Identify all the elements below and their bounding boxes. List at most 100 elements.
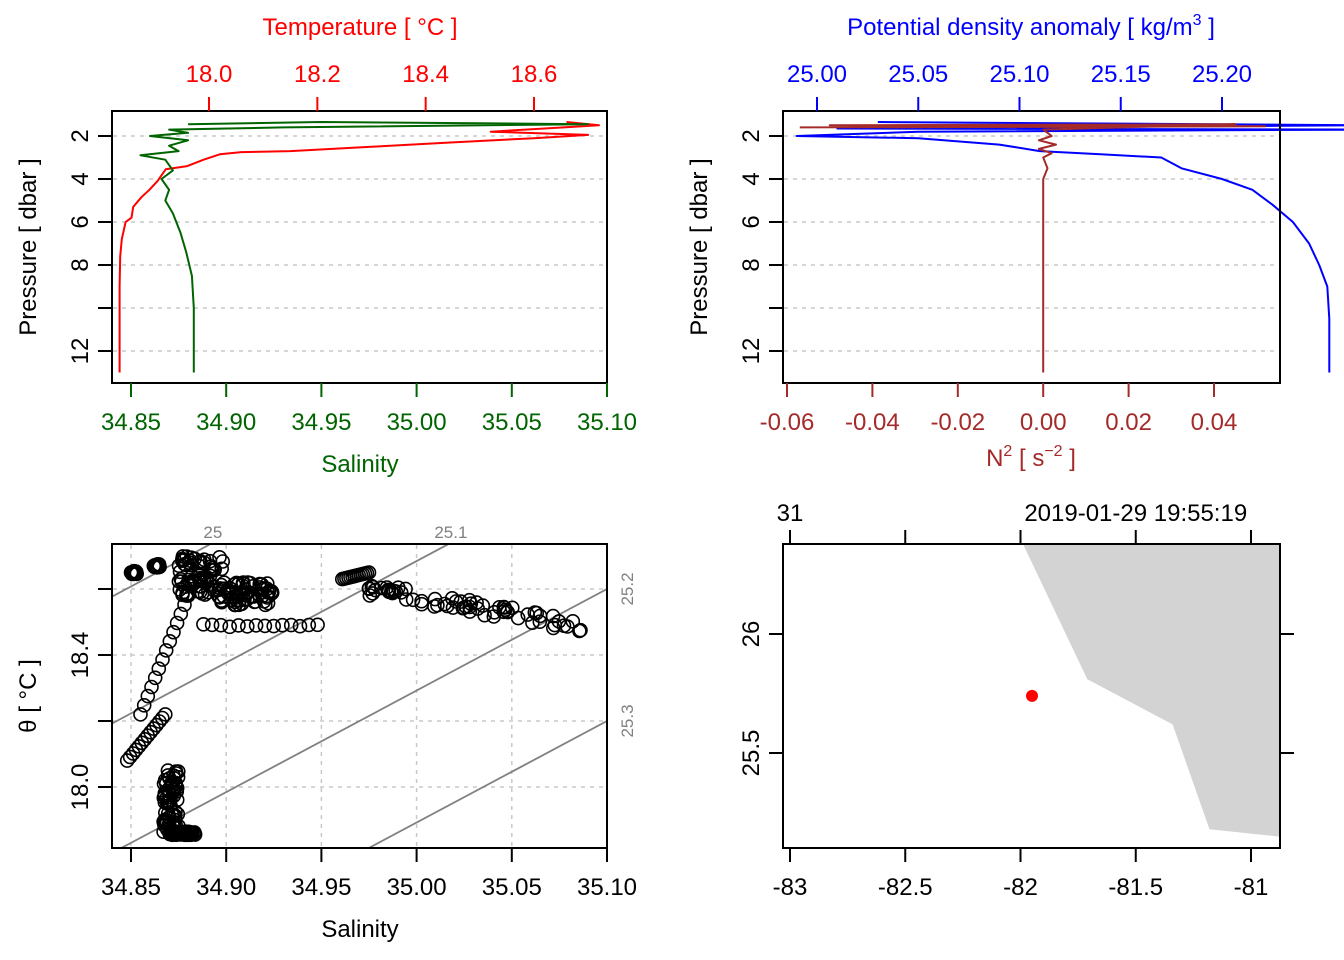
salinity-ticks: 34.85 34.90 34.95 35.00 35.05 35.10 — [101, 383, 637, 436]
ts-point — [455, 600, 471, 616]
tick-label: 18.4 — [402, 61, 449, 88]
plot-frame — [111, 543, 608, 849]
ts-point — [171, 764, 186, 779]
series-potential-density-anomaly-line — [795, 121, 1344, 373]
tick-label: 34.90 — [196, 409, 256, 436]
ts-point — [144, 679, 159, 695]
ts-point — [529, 605, 545, 621]
tick-label: -0.02 — [930, 409, 985, 436]
tick-label: 25.5 — [738, 730, 765, 777]
ts-point — [462, 604, 478, 619]
tick-label: 35.05 — [482, 409, 542, 436]
ts-point — [162, 633, 178, 649]
tick-label: 34.85 — [101, 409, 161, 436]
tick-label: 12 — [67, 338, 94, 365]
tick-label: -0.06 — [760, 409, 815, 436]
ts-point — [390, 580, 406, 596]
ts-point — [256, 580, 272, 596]
tick-label: 2 — [67, 129, 94, 142]
ts-point — [169, 615, 185, 631]
ts-point — [439, 598, 455, 614]
ts-point — [244, 589, 259, 604]
ts-point — [266, 618, 282, 634]
pressure-gridlines — [113, 135, 606, 352]
ts-point — [166, 624, 181, 640]
ts-point — [496, 604, 512, 620]
temperature-ticks: 18.0 18.2 18.4 18.6 — [186, 61, 557, 111]
ts-point — [212, 549, 227, 565]
ts-point — [414, 593, 429, 609]
ts-point — [362, 588, 378, 603]
ts-point — [159, 795, 175, 811]
ts-point — [573, 622, 588, 638]
ts-point — [152, 559, 167, 575]
ts-point — [504, 600, 520, 616]
ts-point — [260, 590, 275, 605]
ts-point — [169, 792, 185, 808]
ts-point — [259, 576, 275, 591]
ts-point — [430, 597, 445, 613]
ts-point — [177, 552, 192, 568]
tick-label: 18.0 — [67, 764, 94, 811]
tick-label: 25.20 — [1192, 61, 1252, 88]
tick-label: 34.90 — [196, 874, 256, 901]
ts-point — [158, 707, 173, 722]
ts-point — [525, 615, 540, 631]
panel-density-n2-profile: Potential density anomaly [ kg/m3 ] 25.0… — [686, 12, 1344, 472]
ts-point — [169, 824, 184, 840]
ts-point — [229, 575, 244, 591]
ts-point — [147, 670, 163, 686]
ts-point — [477, 607, 492, 623]
ts-point — [129, 566, 144, 582]
ts-point — [163, 792, 178, 807]
ts-point — [301, 617, 317, 633]
panel-temperature-salinity-profile: Temperature [ °C ] 18.0 18.2 18.4 18.6 34.8… — [15, 14, 637, 478]
ts-point — [212, 590, 227, 605]
ts-point — [283, 617, 299, 633]
density-ticks: 25.00 25.05 25.10 25.15 25.20 — [787, 61, 1252, 111]
isopycnal-label: 25.2 — [618, 572, 637, 605]
ts-point — [168, 775, 183, 791]
ts-point — [213, 617, 229, 633]
isopycnal-labels: 25 25.1 25.2 25.3 — [203, 523, 637, 738]
plot-frame — [111, 110, 608, 384]
tick-label: 34.85 — [101, 874, 161, 901]
ts-point — [204, 617, 220, 633]
ts-point — [252, 576, 268, 592]
ts-point — [222, 619, 237, 635]
ts-point — [565, 613, 581, 629]
ts-point — [166, 768, 181, 783]
ts-point — [240, 619, 255, 634]
tick-label: 35.10 — [577, 874, 637, 901]
tick-label: 0.00 — [1020, 409, 1067, 436]
ts-point — [444, 590, 460, 606]
longitude-ticks: -83 -82.5 -82 -81.5 -81 — [773, 848, 1268, 901]
ts-point — [162, 826, 178, 842]
tick-label: 25.15 — [1091, 61, 1151, 88]
tick-label: -82 — [1003, 874, 1038, 901]
profile-lines — [795, 121, 1344, 373]
ts-point — [381, 584, 397, 600]
station-marker[interactable] — [1026, 689, 1039, 702]
ts-point — [475, 598, 491, 613]
tick-label: 18.0 — [186, 61, 233, 88]
tick-label: 2 — [738, 129, 765, 142]
ts-point — [158, 643, 174, 658]
tick-label: 0.04 — [1191, 409, 1238, 436]
ts-point — [500, 604, 516, 620]
panel-station-map: 31 2019-01-29 19:55:19 -83 -82.5 -82 -81.5 -8… — [738, 500, 1294, 901]
ts-point — [180, 588, 196, 603]
ts-points — [119, 549, 588, 843]
ts-point — [223, 592, 239, 608]
theta-axis-title: θ [ °C ] — [15, 659, 42, 733]
ts-point — [187, 825, 202, 840]
tick-label: -0.04 — [845, 409, 900, 436]
tick-label: 2019-01-29 19:55:19 — [1024, 500, 1247, 527]
temperature-axis-title: Temperature [ °C ] — [263, 14, 458, 41]
tick-label: 18.2 — [294, 61, 341, 88]
ts-point — [257, 618, 273, 634]
